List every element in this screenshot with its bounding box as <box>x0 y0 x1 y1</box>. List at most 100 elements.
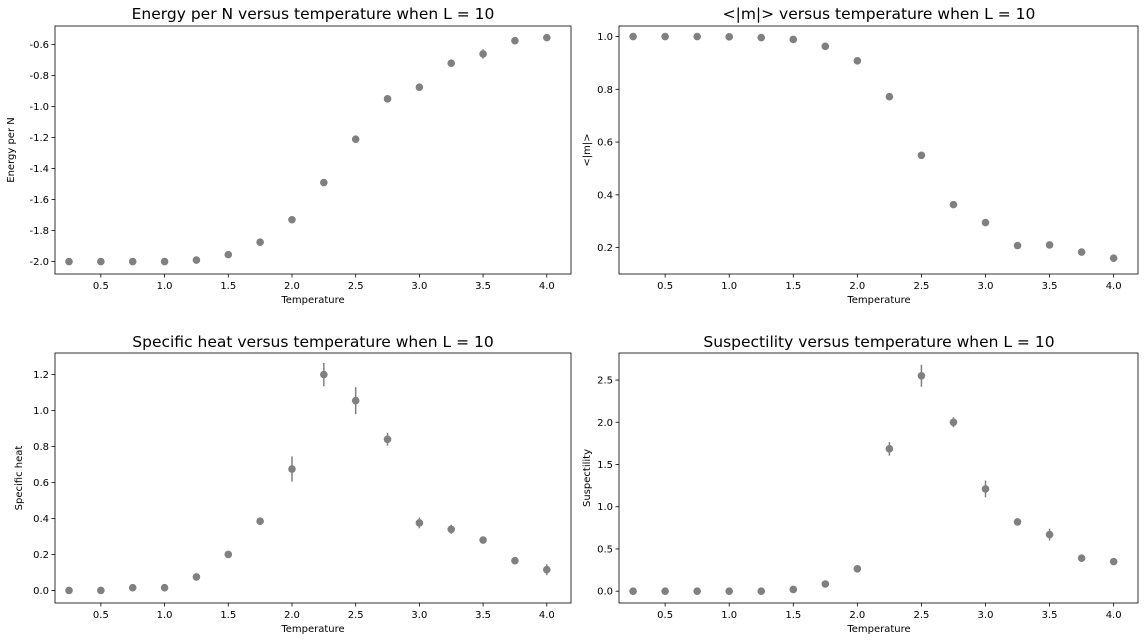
axes-frame <box>618 352 1139 604</box>
data-point <box>757 587 766 595</box>
data-point <box>192 256 201 264</box>
y-tick-label: -1.2 <box>29 133 49 144</box>
y-tick-label: -1.8 <box>29 226 49 237</box>
data-point <box>415 519 424 527</box>
x-tick-label: 1.0 <box>157 281 173 292</box>
x-tick-label: 4.0 <box>539 610 555 621</box>
data-point <box>757 33 766 42</box>
y-axis-label: Energy per N <box>6 117 17 182</box>
chart-title: Energy per N versus temperature when L =… <box>132 5 495 23</box>
plot-area: 0.5 1.0 1.5 2.0 2.5 3.0 3.5 4.0 0.2 0.4 0.6 0.8 1.0 <box>597 25 1139 292</box>
subplot-susceptibility: Suspectility versus temperature when L =… <box>582 333 1139 635</box>
data-point <box>1045 530 1054 539</box>
data-point <box>949 200 958 209</box>
plot-area: 0.5 1.0 1.5 2.0 2.5 3.0 3.5 4.0 0.0 0.2 0.4 0.6 0.8 1… <box>33 352 572 621</box>
subplot-specific-heat: Specific heat versus temperature when L … <box>14 333 572 635</box>
x-tick-label: 1.5 <box>785 610 801 621</box>
x-tick-label: 2.5 <box>913 281 929 292</box>
data-point <box>1109 254 1118 262</box>
data-point <box>160 257 169 266</box>
x-tick-label: 1.5 <box>220 610 236 621</box>
x-tick-label: 1.5 <box>220 281 236 292</box>
data-point <box>853 564 862 573</box>
x-tick-label: 3.5 <box>1042 281 1058 292</box>
data-point <box>917 372 926 380</box>
x-axis-label: Temperature <box>280 295 344 306</box>
y-tick-label: 0.8 <box>33 442 49 453</box>
x-tick-label: 3.0 <box>978 610 994 621</box>
chart-title: <|m|> versus temperature when L = 10 <box>723 5 1036 23</box>
y-tick-label: 0.2 <box>33 550 49 561</box>
y-tick-label: 0.8 <box>597 85 613 96</box>
x-tick-label: 0.5 <box>657 281 673 292</box>
x-tick-label: 2.0 <box>849 281 865 292</box>
x-tick-label: 2.5 <box>913 610 929 621</box>
y-tick-label: 0.5 <box>597 544 613 555</box>
y-tick-label: -2.0 <box>29 257 49 268</box>
y-tick-label: 0.6 <box>33 478 49 489</box>
axes-frame <box>54 352 572 604</box>
x-tick-label: 4.0 <box>1106 610 1122 621</box>
y-tick-label: -0.6 <box>29 40 49 51</box>
data-point <box>725 33 734 41</box>
data-point <box>511 36 519 45</box>
data-point <box>320 178 328 187</box>
data-point <box>511 556 519 565</box>
data-point <box>661 587 669 595</box>
x-tick-label: 4.0 <box>1106 281 1122 292</box>
x-tick-label: 3.5 <box>475 281 491 292</box>
data-point <box>479 536 487 544</box>
data-point <box>288 215 296 224</box>
data-point <box>1077 554 1086 563</box>
data-point <box>320 370 328 379</box>
data-point <box>885 445 894 453</box>
y-tick-label: -0.8 <box>29 71 49 82</box>
data-point <box>128 583 137 592</box>
data-point <box>789 35 798 44</box>
y-tick-label: -1.6 <box>29 195 49 206</box>
data-point <box>351 135 360 143</box>
y-axis-label: Suspectility <box>582 449 593 507</box>
data-point <box>447 59 456 67</box>
x-tick-label: 4.0 <box>539 281 555 292</box>
x-tick-label: 2.0 <box>284 610 300 621</box>
y-tick-label: -1.4 <box>29 164 49 175</box>
data-point <box>415 83 424 92</box>
data-point <box>917 151 926 160</box>
y-tick-label: 0.0 <box>33 586 49 597</box>
x-tick-label: 1.0 <box>721 281 737 292</box>
x-tick-label: 2.0 <box>849 610 865 621</box>
data-point <box>725 587 734 595</box>
data-point <box>224 550 233 559</box>
y-tick-label: 1.0 <box>33 406 49 417</box>
data-point <box>885 92 894 101</box>
data-point <box>479 50 487 58</box>
data-point <box>65 257 73 266</box>
data-point <box>128 257 137 266</box>
data-point <box>629 32 637 41</box>
data-point <box>256 238 264 247</box>
y-tick-label: 0.4 <box>597 190 613 201</box>
data-point <box>949 418 958 427</box>
data-point <box>542 33 551 42</box>
data-point <box>629 587 637 595</box>
y-tick-label: 2.5 <box>597 376 613 387</box>
data-point <box>789 585 798 594</box>
data-point <box>981 485 990 493</box>
data-point <box>981 218 990 227</box>
plot-area: 0.5 1.0 1.5 2.0 2.5 3.0 3.5 4.0 -2.0 -1.8 -1.6 -1.4… <box>29 25 572 292</box>
data-point <box>288 465 296 473</box>
y-tick-label: 0.0 <box>597 587 613 598</box>
data-point <box>351 396 360 405</box>
y-tick-label: 0.6 <box>597 138 613 149</box>
axes-frame <box>618 25 1139 275</box>
x-tick-label: 3.5 <box>1042 610 1058 621</box>
data-point <box>192 573 201 581</box>
y-axis-label: Specific heat <box>14 446 25 511</box>
data-point <box>383 95 392 103</box>
x-tick-label: 0.5 <box>657 610 673 621</box>
data-point <box>542 565 551 574</box>
x-tick-label: 2.5 <box>348 610 364 621</box>
data-point <box>853 57 862 65</box>
x-tick-label: 0.5 <box>93 610 109 621</box>
